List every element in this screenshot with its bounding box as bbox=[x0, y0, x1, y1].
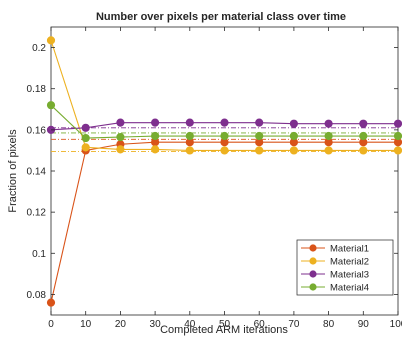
data-point bbox=[46, 101, 56, 110]
legend-item: Material2 bbox=[301, 257, 369, 268]
y-tick-label: 0.1 bbox=[32, 249, 46, 260]
chart-title: Number over pixels per material class ov… bbox=[96, 11, 346, 23]
x-tick-label: 40 bbox=[184, 319, 196, 330]
data-point bbox=[151, 145, 160, 154]
data-point bbox=[116, 145, 125, 154]
legend-label: Material3 bbox=[330, 270, 369, 281]
data-point bbox=[185, 146, 194, 155]
y-tick-label: 0.2 bbox=[32, 43, 46, 54]
data-point bbox=[151, 131, 160, 141]
data-point bbox=[255, 118, 264, 127]
y-tick-label: 0.18 bbox=[27, 84, 47, 95]
legend-swatch-marker bbox=[309, 283, 317, 291]
data-point bbox=[116, 118, 125, 127]
legend: Material1 Material2 Material3 Material4 bbox=[296, 239, 394, 296]
x-tick-label: 90 bbox=[358, 319, 370, 330]
data-point bbox=[324, 131, 333, 141]
y-tick-label: 0.14 bbox=[27, 167, 47, 178]
x-tick-label: 50 bbox=[219, 319, 231, 330]
data-point bbox=[220, 131, 229, 141]
y-tick-label: 0.08 bbox=[27, 290, 47, 301]
data-point bbox=[324, 119, 333, 128]
x-tick-label: 100 bbox=[390, 319, 402, 330]
data-point bbox=[185, 118, 194, 127]
series-layer bbox=[46, 36, 402, 307]
data-point bbox=[289, 119, 298, 128]
x-tick-label: 80 bbox=[323, 319, 335, 330]
x-tick-label: 60 bbox=[254, 319, 266, 330]
data-point bbox=[81, 123, 90, 132]
data-point bbox=[393, 119, 402, 128]
data-point bbox=[220, 146, 229, 155]
legend-swatch-marker bbox=[309, 270, 317, 278]
y-tick-label: 0.12 bbox=[27, 208, 47, 219]
data-point bbox=[151, 118, 160, 127]
x-tick-label: 10 bbox=[80, 319, 92, 330]
data-point bbox=[220, 118, 229, 127]
data-point bbox=[81, 143, 90, 152]
x-axis-ticks: 0 10 20 30 40 50 60 70 80 90 100 bbox=[48, 27, 402, 330]
data-point bbox=[359, 146, 368, 155]
data-point bbox=[359, 119, 368, 128]
legend-label: Material4 bbox=[330, 283, 369, 294]
data-point bbox=[46, 36, 56, 45]
legend-label: Material2 bbox=[330, 257, 369, 268]
data-point bbox=[359, 131, 368, 141]
legend-label: Material1 bbox=[330, 244, 369, 255]
x-tick-label: 20 bbox=[115, 319, 127, 330]
y-tick-label: 0.16 bbox=[27, 125, 47, 136]
x-tick-label: 0 bbox=[48, 319, 54, 330]
legend-item: Material1 bbox=[301, 244, 369, 255]
legend-item: Material4 bbox=[301, 283, 369, 294]
data-point bbox=[255, 146, 264, 155]
y-axis-ticks: 0.08 0.1 0.12 0.14 0.16 0.18 0.2 bbox=[27, 43, 398, 301]
data-point bbox=[185, 131, 194, 141]
data-point bbox=[393, 146, 402, 155]
y-axis-label: Fraction of pixels bbox=[7, 129, 19, 213]
legend-swatch-marker bbox=[309, 244, 317, 252]
x-axis-label: Completed ARM iterations bbox=[160, 324, 288, 336]
data-point bbox=[289, 146, 298, 155]
legend-items: Material1 Material2 Material3 Material4 bbox=[301, 244, 369, 294]
legend-item: Material3 bbox=[301, 270, 369, 281]
series-material2 bbox=[46, 36, 402, 155]
data-point bbox=[81, 133, 90, 143]
legend-swatch-marker bbox=[309, 257, 317, 265]
data-point bbox=[324, 146, 333, 155]
series-material4 bbox=[46, 101, 402, 143]
x-tick-label: 70 bbox=[288, 319, 300, 330]
data-point bbox=[393, 131, 402, 141]
data-point bbox=[289, 131, 298, 141]
data-point bbox=[255, 131, 264, 141]
data-point bbox=[46, 298, 56, 307]
x-tick-label: 30 bbox=[150, 319, 162, 330]
series-material3 bbox=[46, 118, 402, 134]
data-point bbox=[116, 132, 125, 142]
